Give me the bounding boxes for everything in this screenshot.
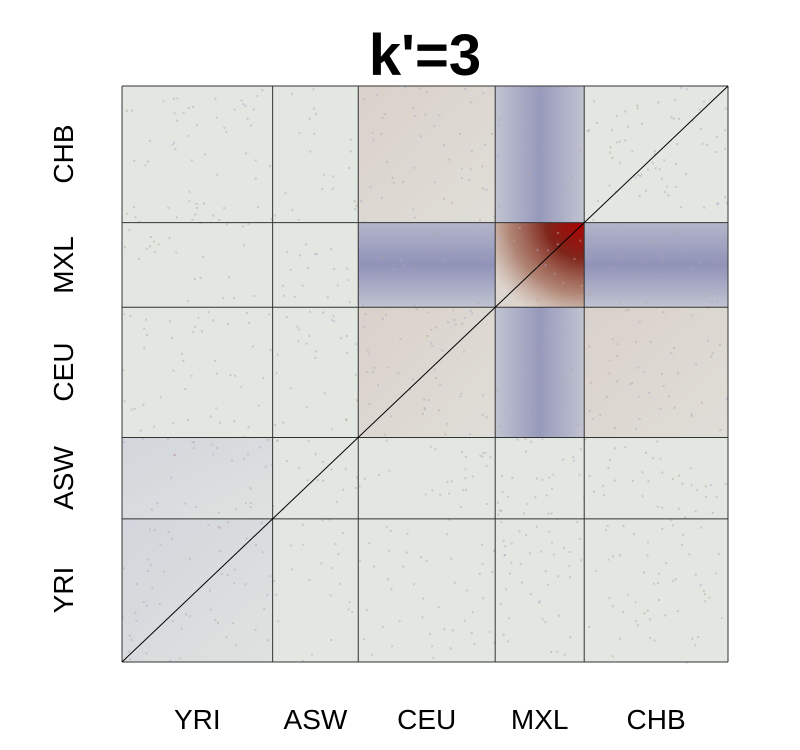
cell-noise (122, 86, 728, 664)
cell-mxl-asw (495, 437, 585, 519)
cell-ceu-chb-shade (358, 86, 496, 223)
x-tick-label-yri: YRI (173, 704, 221, 735)
x-tick-label-chb: CHB (626, 704, 686, 735)
x-tick-label-mxl: MXL (510, 704, 569, 735)
x-tick-label-ceu: CEU (397, 704, 457, 735)
cell-mxl-yri (495, 518, 585, 662)
cell-chb-ceu-shade (584, 307, 728, 438)
cell-chb-mxl-shade (584, 222, 728, 308)
cell-yri-chb (122, 86, 273, 223)
cell-asw-chb (272, 86, 359, 223)
x-tick-label-asw: ASW (283, 704, 348, 735)
cell-yri-asw-shade (122, 437, 273, 519)
y-tick-label-mxl: MXL (48, 236, 79, 294)
y-tick-label-ceu: CEU (48, 342, 79, 402)
cell-yri-mxl (122, 222, 273, 308)
cell-asw-mxl (272, 222, 359, 308)
cell-mxl-ceu-shade (495, 307, 585, 438)
cell-chb-asw (584, 437, 728, 519)
cell-asw-yri (272, 518, 359, 662)
chart-title: k'=3 (368, 23, 482, 88)
cell-yri-ceu (122, 307, 273, 438)
y-tick-label-asw: ASW (48, 446, 79, 511)
y-tick-label-chb: CHB (48, 124, 79, 184)
cell-ceu-mxl-shade (358, 222, 496, 308)
y-tick-label-yri: YRI (48, 567, 79, 614)
cell-ceu-yri (358, 518, 496, 662)
cell-ceu-asw (358, 437, 496, 519)
cell-mxl-chb-shade (495, 86, 585, 223)
cell-asw-ceu (272, 307, 359, 438)
diagonal-line (121, 85, 729, 663)
cell-chb-yri (584, 518, 728, 662)
